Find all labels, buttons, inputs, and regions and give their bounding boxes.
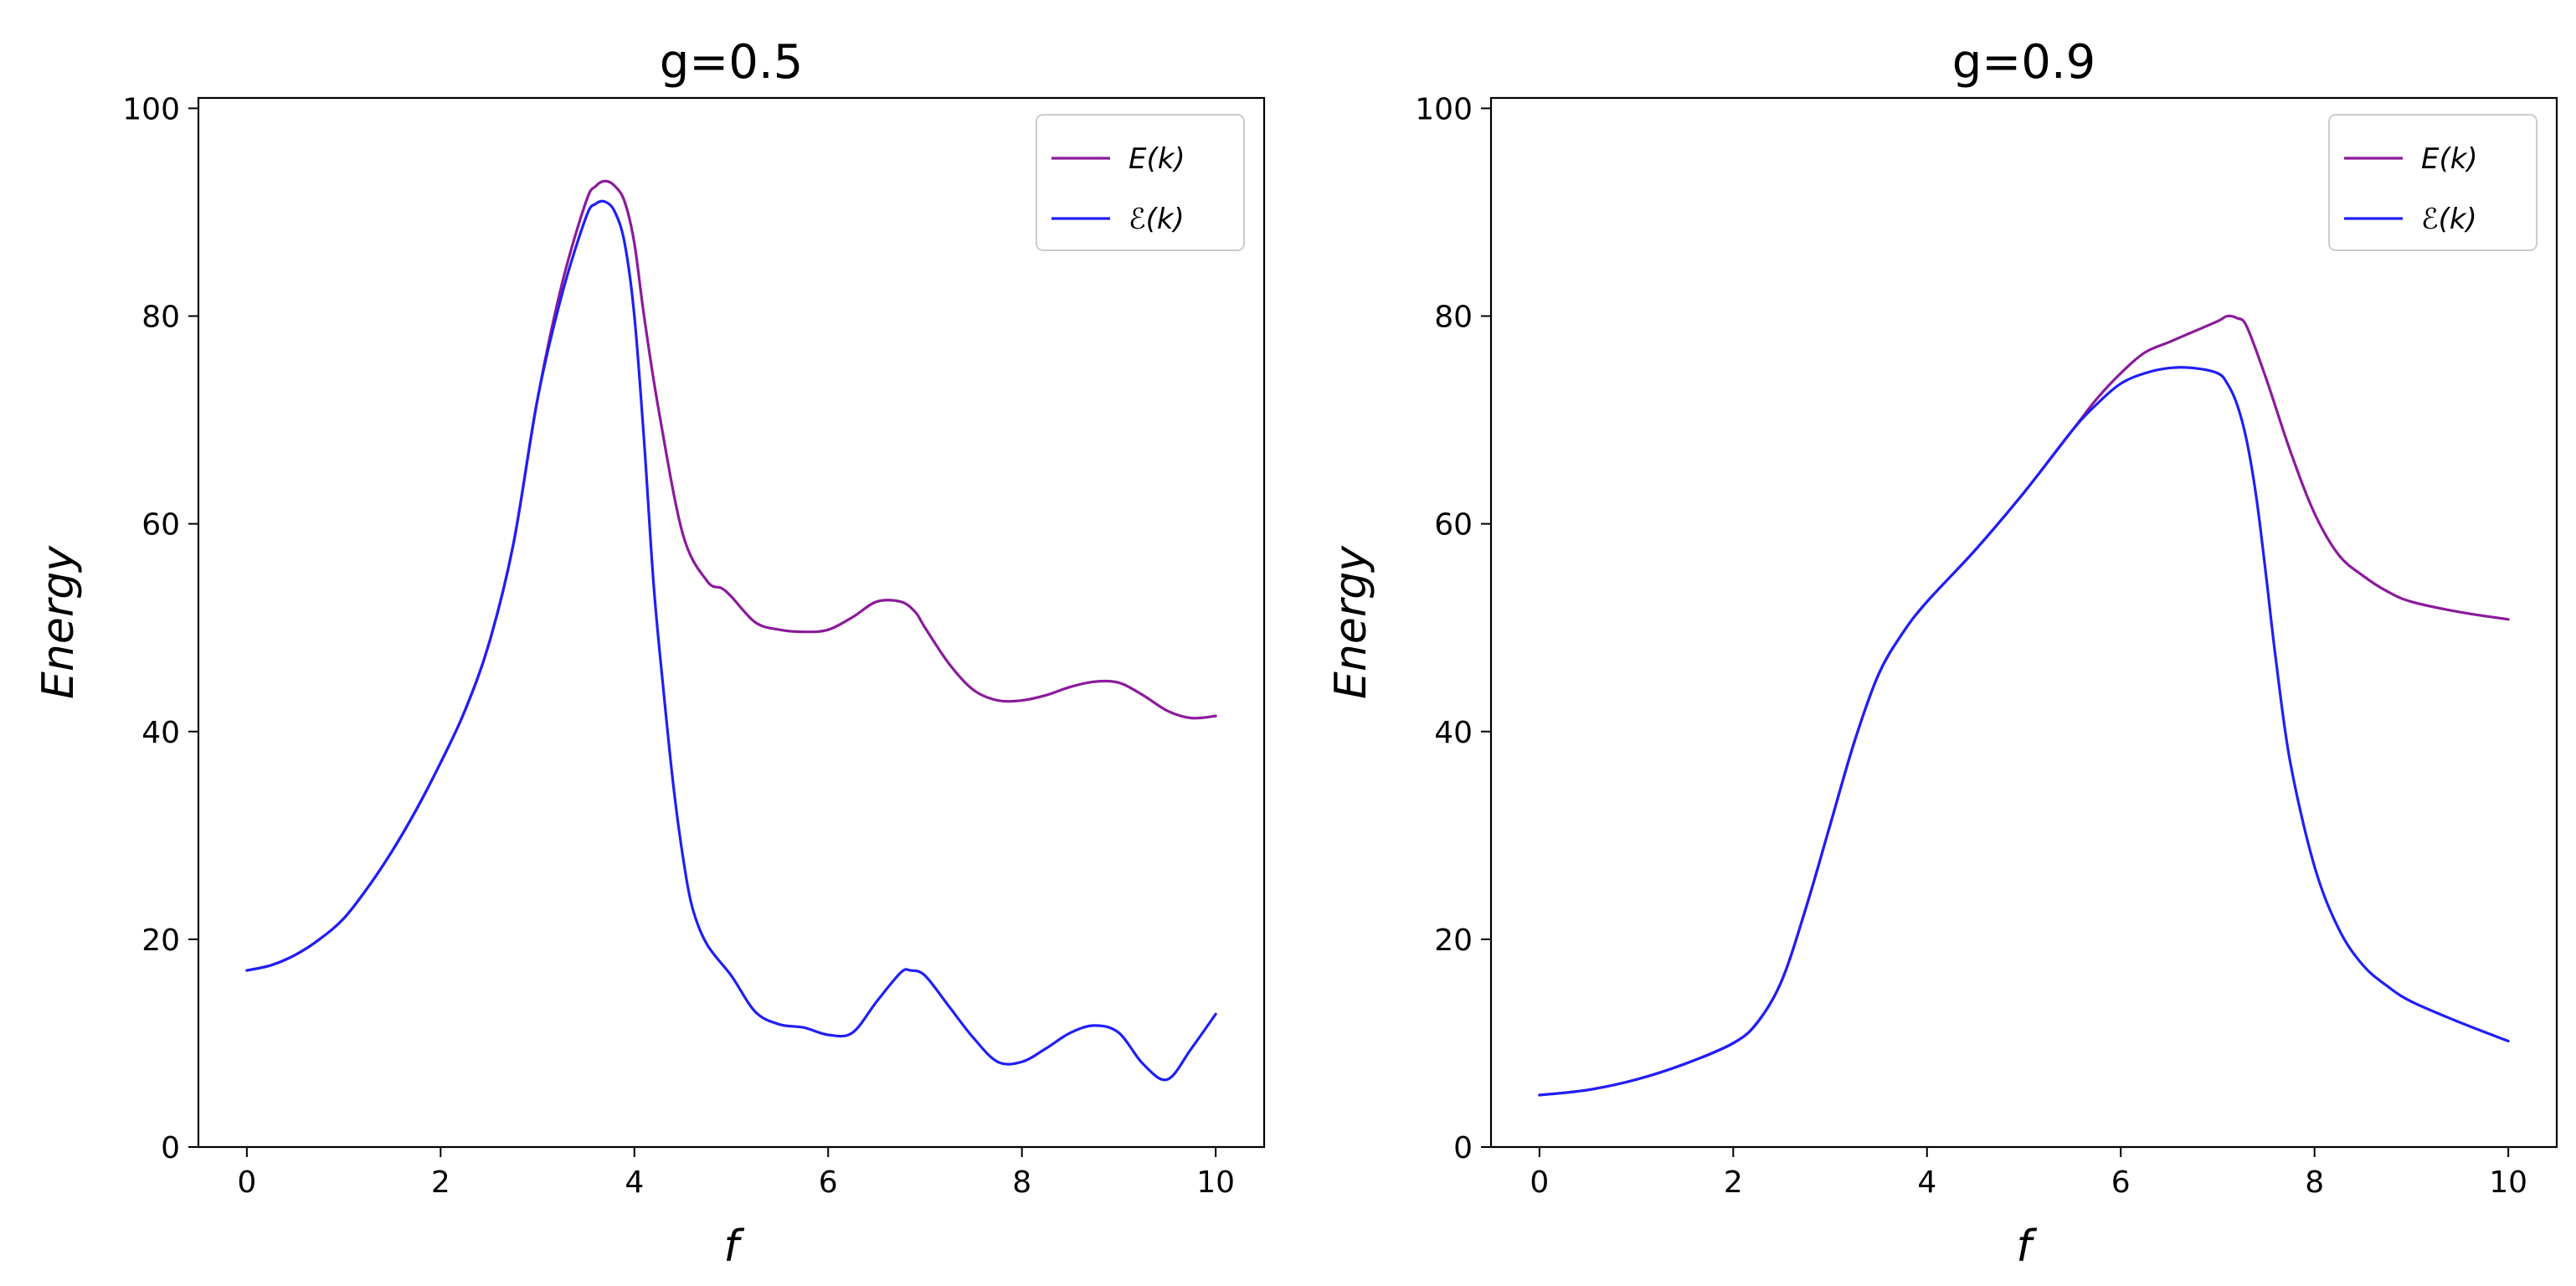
- legend-entry-label: ℰ(k): [2421, 203, 2477, 236]
- x-tick-label: 6: [2111, 1165, 2131, 1200]
- legend-entry-label: E(k): [1129, 142, 1185, 176]
- y-tick-label: 80: [141, 301, 180, 335]
- y-tick-label: 60: [1434, 508, 1473, 543]
- x-tick-label: 8: [1012, 1165, 1031, 1200]
- legend-box: [1036, 114, 1245, 251]
- y-tick-label: 40: [141, 716, 180, 750]
- axes-frame: [1489, 96, 2558, 1149]
- x-tick-label: 2: [431, 1165, 450, 1200]
- chart-title: g=0.9: [1952, 35, 2096, 90]
- axes-frame: [197, 96, 1266, 1149]
- y-tick-label: 80: [1434, 301, 1473, 335]
- y-tick-label: 0: [161, 1131, 180, 1165]
- x-tick-label: 8: [2305, 1165, 2324, 1200]
- x-tick-label: 0: [237, 1165, 256, 1200]
- x-tick-label: 4: [625, 1165, 644, 1200]
- y-axis-label: Energy: [1326, 545, 1376, 699]
- y-tick-label: 0: [1453, 1131, 1473, 1165]
- legend-entry-label: E(k): [2421, 142, 2478, 176]
- x-tick-label: 4: [1917, 1165, 1936, 1200]
- x-tick-label: 6: [819, 1165, 838, 1200]
- y-tick-label: 20: [1434, 923, 1473, 958]
- series-line-script-E-panel-2: [1538, 366, 2510, 1097]
- series-line-script-E-panel-1: [245, 199, 1217, 1082]
- y-tick-label: 60: [141, 508, 180, 543]
- y-tick-label: 40: [1434, 716, 1473, 750]
- legend: E(k) ℰ(k): [2328, 114, 2537, 251]
- y-tick-label: 100: [1415, 92, 1473, 126]
- x-tick-label: 0: [1530, 1165, 1549, 1200]
- x-tick-label: 10: [1196, 1165, 1235, 1200]
- y-tick-label: 20: [141, 923, 180, 958]
- y-tick-label: 100: [122, 92, 180, 126]
- x-tick-label: 10: [2489, 1165, 2527, 1200]
- y-axis-label: Energy: [33, 545, 84, 699]
- x-tick-label: 2: [1724, 1165, 1743, 1200]
- legend-entry-label: ℰ(k): [1129, 203, 1185, 236]
- chart-title: g=0.5: [660, 35, 804, 90]
- legend: E(k) ℰ(k): [1036, 114, 1245, 251]
- legend-box: [2328, 114, 2537, 251]
